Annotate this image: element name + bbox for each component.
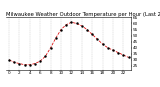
Text: Milwaukee Weather Outdoor Temperature per Hour (Last 24 Hours): Milwaukee Weather Outdoor Temperature pe… xyxy=(6,12,160,17)
